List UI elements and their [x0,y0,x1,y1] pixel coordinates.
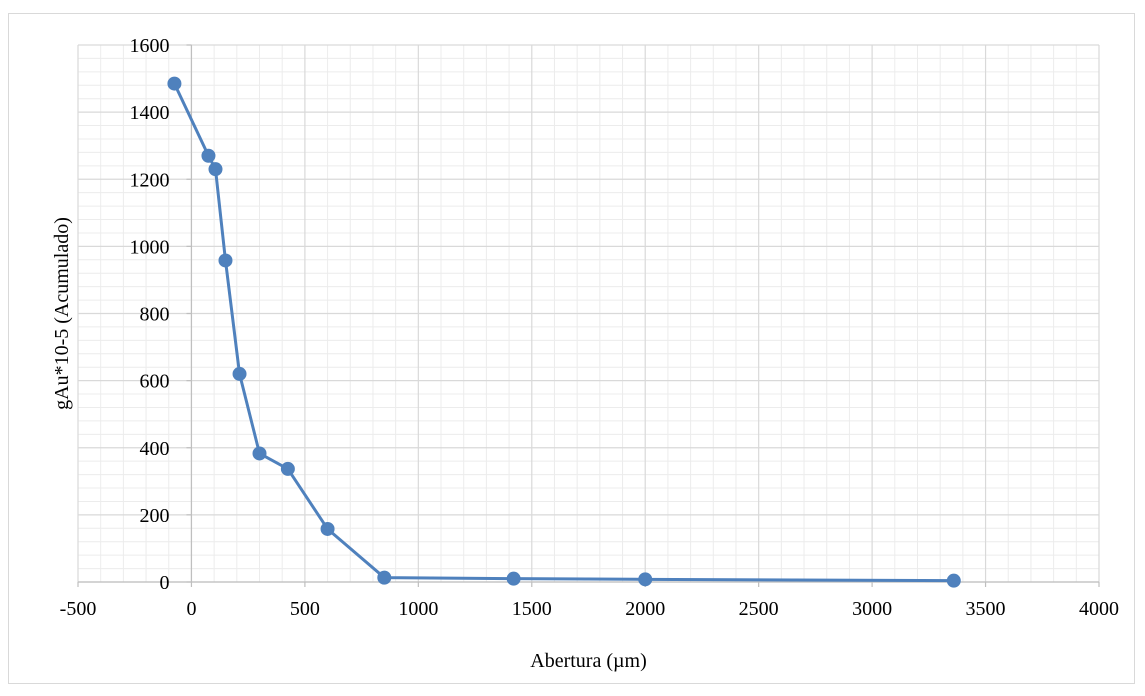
series-line [173,82,954,583]
chart-svg: -500 0 500 1000 1500 2000 2500 3000 3500 4000 0 20… [51,35,1119,672]
x-tick-label: -500 [60,598,97,620]
x-tick-label: 500 [290,598,320,620]
x-tick-label: 1500 [512,598,552,620]
y-tick-label: 1000 [129,236,169,258]
major-gridlines [77,44,1100,583]
y-tick-label: 200 [139,505,169,527]
x-tick-label: 2000 [625,598,665,620]
y-tick-label: 400 [139,438,169,460]
x-axis-title: Abertura (µm) [530,650,646,672]
y-tick-label: 1600 [129,35,169,57]
y-tick-labels: 0 200 400 600 800 1000 1200 1400 1600 [129,35,169,594]
x-tick-label: 4000 [1079,598,1119,620]
x-tick-label: 0 [186,598,196,620]
data-point [208,162,223,177]
data-point [232,366,247,381]
data-point [252,446,267,461]
y-tick-label: 600 [139,371,169,393]
data-point [377,570,392,585]
x-tick-label: 2500 [739,598,779,620]
x-tick-label: 1000 [398,598,438,620]
data-point [638,572,653,587]
y-axis-title: gAu*10-5 (Acumulado) [51,217,73,410]
data-point [218,253,233,268]
y-tick-label: 1400 [129,102,169,124]
data-point [946,573,961,588]
x-tick-labels: -500 0 500 1000 1500 2000 2500 3000 3500 4000 [60,598,1119,620]
y-tick-label: 0 [159,572,169,594]
data-point [320,521,335,536]
y-tick-label: 800 [139,304,169,326]
x-tick-label: 3500 [966,598,1006,620]
series-layer [167,76,961,588]
data-point [280,461,295,476]
data-point [167,76,182,91]
data-point [201,148,216,163]
y-tick-label: 1200 [129,169,169,191]
chart-frame: -500 0 500 1000 1500 2000 2500 3000 3500 4000 0 20… [8,13,1135,684]
data-point [506,571,521,586]
x-tick-label: 3000 [852,598,892,620]
